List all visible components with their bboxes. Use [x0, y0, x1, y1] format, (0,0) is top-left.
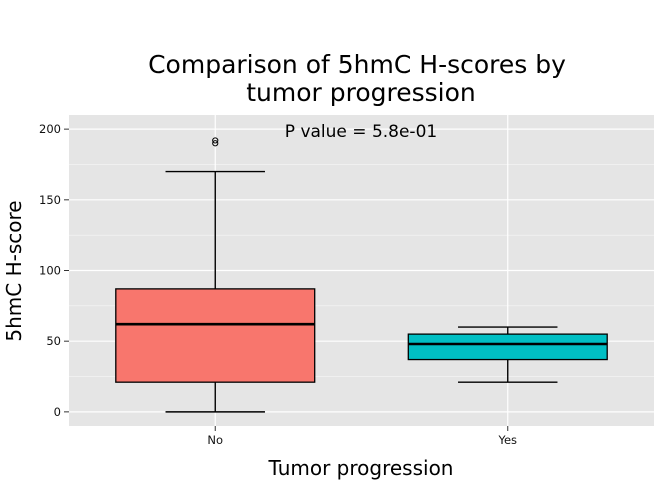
y-tick-label: 200 [39, 122, 61, 136]
box-series [115, 137, 608, 413]
box-group-yes [407, 326, 608, 383]
box-group-no [115, 137, 316, 413]
box-iqr [407, 333, 608, 361]
x-axis: No Yes [207, 426, 517, 447]
x-tick-label: Yes [497, 433, 517, 447]
chart-title-line-2: tumor progression [246, 78, 476, 107]
x-tick-label: No [207, 433, 223, 447]
y-tick-label: 50 [46, 334, 61, 348]
y-tick-label: 0 [54, 405, 61, 419]
p-value-annotation: P value = 5.8e-01 [285, 122, 437, 142]
y-axis-title: 5hmC H-score [2, 200, 26, 341]
chart-title-line-1: Comparison of 5hmC H-scores by [148, 50, 566, 79]
y-tick-label: 100 [39, 264, 61, 278]
box-iqr [115, 288, 316, 383]
y-axis: 0 50 100 150 200 [39, 122, 69, 419]
outlier-point [212, 137, 219, 144]
outlier-point [212, 140, 219, 147]
x-axis-title: Tumor progression [268, 456, 454, 480]
y-tick-label: 150 [39, 193, 61, 207]
